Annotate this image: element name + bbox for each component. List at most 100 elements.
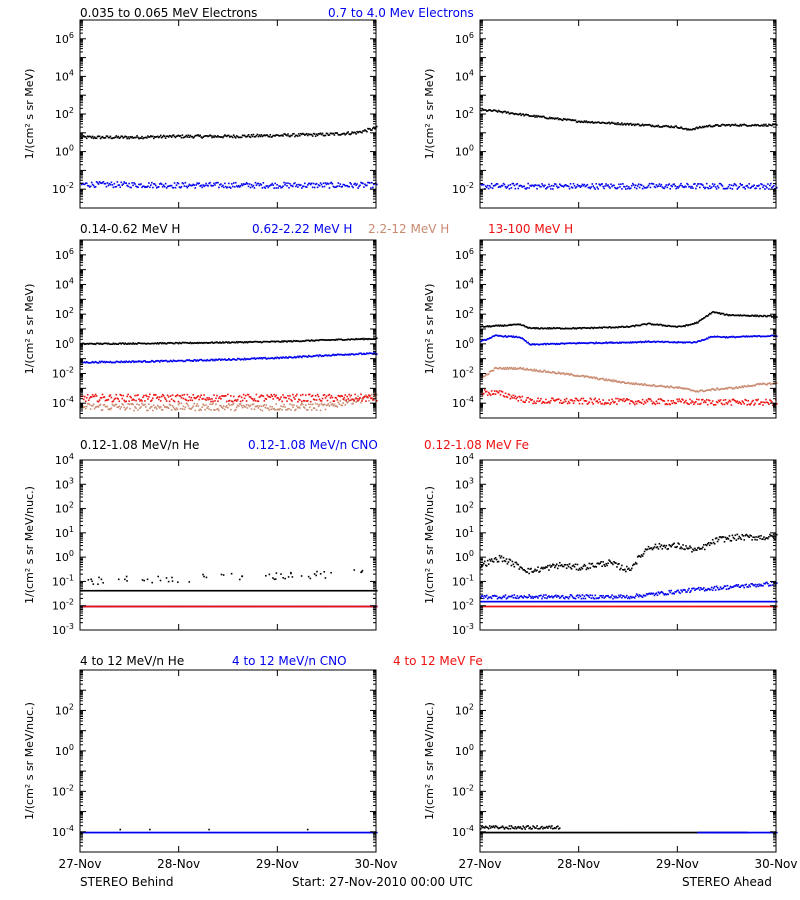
data-point	[352, 398, 354, 401]
data-point	[341, 338, 344, 341]
data-point	[556, 117, 559, 119]
data-point	[335, 354, 338, 356]
data-point	[87, 362, 90, 364]
data-point	[372, 186, 374, 189]
data-point	[572, 119, 575, 122]
data-point	[553, 399, 555, 402]
data-point	[670, 341, 673, 344]
data-point	[217, 589, 219, 592]
data-point	[354, 338, 356, 341]
data-point	[362, 353, 364, 355]
data-point	[126, 395, 128, 398]
data-point	[661, 186, 664, 188]
data-point	[713, 389, 716, 391]
data-point	[526, 326, 528, 329]
data-point	[693, 341, 695, 343]
data-point	[224, 182, 226, 185]
data-point	[631, 401, 634, 403]
data-point	[130, 361, 132, 364]
data-point	[221, 406, 223, 409]
data-point	[302, 355, 305, 357]
data-point	[275, 589, 277, 592]
data-point	[602, 377, 604, 380]
data-point	[498, 367, 501, 369]
data-point	[673, 387, 675, 389]
data-point	[660, 341, 663, 343]
data-point	[374, 127, 376, 130]
data-point	[132, 403, 134, 406]
data-point	[714, 336, 717, 338]
data-point	[746, 125, 748, 127]
data-point	[641, 323, 644, 326]
data-point	[86, 342, 89, 345]
data-point	[516, 396, 519, 399]
data-point	[171, 360, 174, 363]
data-point	[743, 335, 746, 338]
data-point	[109, 135, 112, 138]
data-point	[96, 589, 99, 592]
data-point	[358, 399, 360, 401]
data-point	[667, 125, 670, 127]
data-point	[771, 186, 773, 189]
data-point	[656, 323, 659, 326]
data-point	[250, 357, 253, 360]
data-point	[675, 125, 677, 127]
data-point	[772, 334, 774, 337]
data-point	[602, 185, 604, 188]
data-point	[311, 355, 314, 358]
data-point	[251, 185, 254, 188]
data-point	[589, 397, 592, 400]
y-tick-label: 10-4	[52, 395, 74, 410]
data-point	[490, 182, 493, 185]
data-point	[325, 354, 328, 357]
data-point	[166, 185, 169, 188]
data-point	[605, 326, 607, 329]
data-point	[357, 353, 359, 356]
data-point	[610, 342, 612, 344]
data-point	[699, 389, 701, 392]
data-point	[294, 398, 296, 400]
data-point	[126, 361, 128, 363]
data-point	[744, 314, 747, 317]
data-point	[300, 355, 302, 358]
data-point	[629, 187, 632, 190]
data-point	[676, 341, 678, 344]
data-point	[367, 396, 369, 399]
data-point	[112, 589, 115, 592]
data-point	[732, 398, 735, 401]
data-point	[362, 589, 364, 592]
data-point	[554, 327, 556, 330]
data-point	[346, 184, 348, 187]
data-point	[551, 327, 553, 330]
data-point	[605, 183, 607, 185]
data-point	[247, 133, 250, 136]
data-point	[699, 125, 701, 128]
data-point	[234, 399, 237, 401]
data-point	[145, 343, 147, 345]
data-point	[211, 589, 213, 592]
data-point	[308, 406, 311, 409]
data-point	[659, 341, 662, 343]
y-tick-label: 100	[55, 144, 74, 159]
data-point	[732, 124, 735, 126]
data-point	[170, 409, 173, 411]
data-point	[99, 361, 102, 364]
data-point	[598, 342, 600, 344]
data-point	[225, 359, 227, 361]
data-point	[202, 403, 204, 406]
data-point	[287, 395, 289, 397]
data-point	[337, 589, 340, 592]
data-point	[322, 589, 325, 592]
data-point	[302, 185, 305, 188]
data-point	[352, 338, 354, 341]
data-point	[683, 402, 685, 404]
data-point	[146, 578, 149, 581]
data-point	[223, 395, 225, 397]
data-point	[555, 372, 558, 375]
data-point	[647, 184, 650, 187]
legend-entry-heavy-low-0: 0.12-1.08 MeV/n He	[80, 438, 199, 452]
data-point	[639, 183, 642, 186]
data-point	[593, 186, 596, 189]
data-point	[279, 134, 281, 137]
data-point	[304, 186, 307, 188]
